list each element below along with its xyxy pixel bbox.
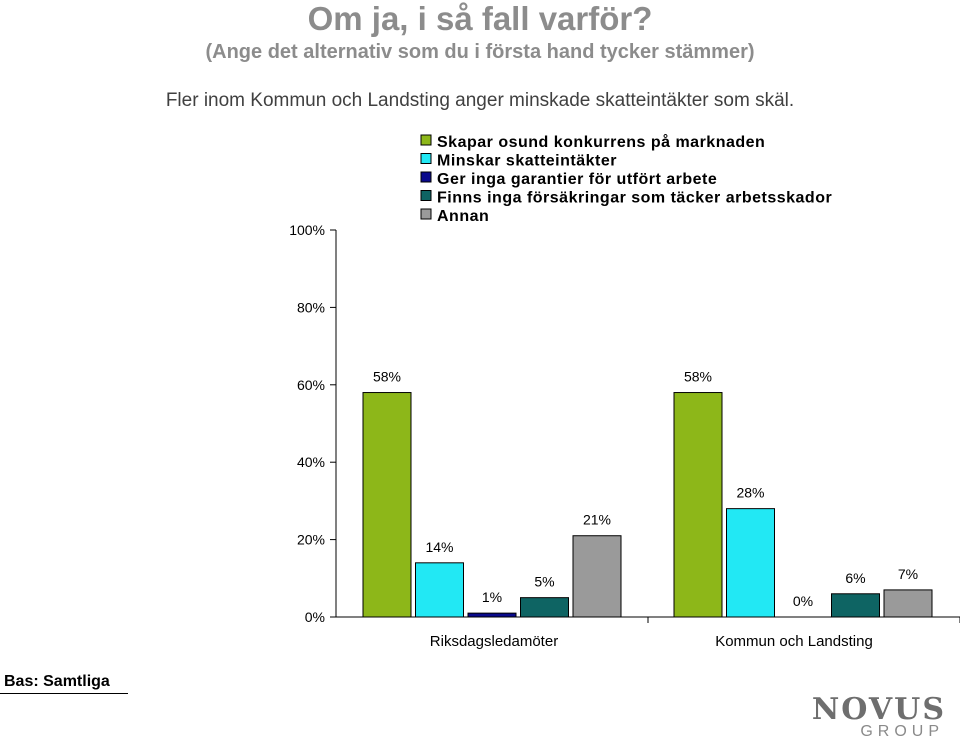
chart-title: Om ja, i så fall varför? [307, 0, 653, 37]
bar-value-label: 1% [482, 589, 502, 605]
bar-value-label: 58% [684, 369, 712, 385]
legend-swatch [420, 171, 432, 183]
legend-swatch [420, 190, 432, 201]
logo-main-text: NOVUS [811, 692, 946, 727]
bar [520, 597, 569, 618]
y-tick-label: 100% [289, 222, 325, 238]
y-tick-label: 60% [297, 377, 325, 393]
bar-value-label: 7% [898, 566, 918, 582]
bar-value-label: 14% [425, 539, 453, 555]
bar [572, 535, 622, 618]
legend-swatch [420, 208, 432, 220]
bar-value-label: 6% [845, 570, 865, 586]
logo-sub-text: GROUP [860, 723, 944, 740]
bar-value-label: 28% [736, 485, 764, 501]
legend-swatch [420, 134, 432, 146]
bar [362, 392, 412, 618]
bar [883, 589, 933, 618]
y-tick-label: 0% [305, 609, 325, 625]
bar [831, 593, 880, 618]
bar [415, 562, 464, 618]
chart-caption: Fler inom Kommun och Landsting anger min… [165, 90, 795, 111]
bar-value-label: 5% [534, 574, 554, 590]
x-category-label: Riksdagsledamöter [430, 633, 558, 650]
legend-swatch [420, 153, 432, 164]
y-tick-label: 40% [297, 454, 325, 470]
y-tick-label: 80% [297, 299, 325, 315]
novus-logo: NOVUS GROUP [812, 694, 946, 741]
bar-value-label: 58% [373, 369, 401, 385]
bar [673, 392, 723, 618]
legend-label: Ger inga garantier för utfört arbete [437, 171, 717, 188]
bar-value-label: 21% [583, 512, 611, 528]
legend-label: Minskar skatteintäkter [437, 153, 617, 170]
legend-label: Annan [437, 208, 489, 225]
base-underline [0, 693, 128, 694]
legend-label: Finns inga försäkringar som täcker arbet… [437, 190, 832, 207]
y-tick-label: 20% [297, 532, 325, 548]
legend-label: Skapar osund konkurrens på marknaden [437, 133, 765, 151]
bar-value-label: 0% [793, 593, 813, 609]
bar [467, 612, 517, 618]
bar [726, 508, 775, 618]
base-label: Bas: Samtliga [4, 673, 110, 690]
chart-subtitle: (Ange det alternativ som du i första han… [205, 41, 755, 63]
x-category-label: Kommun och Landsting [715, 633, 873, 650]
